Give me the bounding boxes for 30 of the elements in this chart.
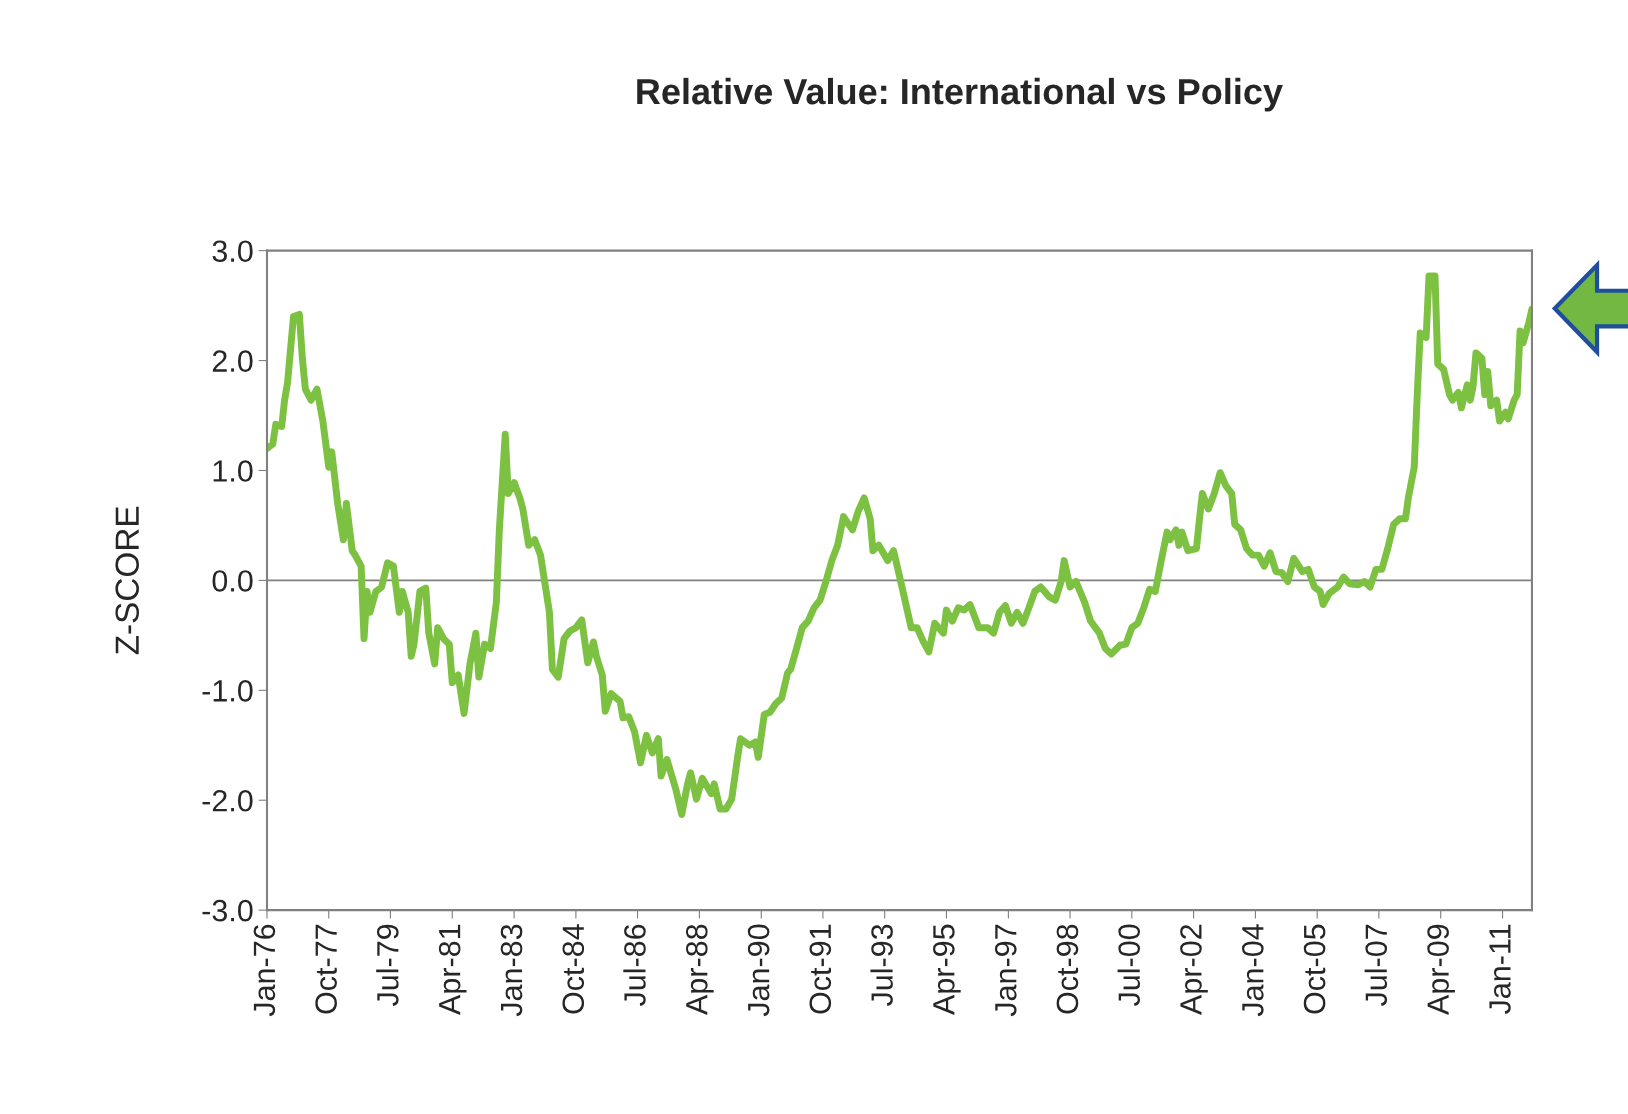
x-tick-label: Oct-77 <box>315 924 337 1014</box>
x-tick-label: Jan-97 <box>994 924 1017 1017</box>
x-tick-label: Jul-00 <box>1117 924 1141 1007</box>
x-tick-label: Jan-90 <box>747 924 770 1017</box>
y-tick-label: 2.0 <box>212 350 253 372</box>
x-tick-label: Oct-05 <box>1303 924 1326 1014</box>
x-tick-label: Jul-79 <box>376 924 399 1007</box>
y-tick-label: 0.0 <box>212 570 253 592</box>
x-tick-label: Apr-02 <box>1180 924 1208 1015</box>
x-tick-label: Jan-76 <box>253 924 276 1017</box>
y-tick-label: 1.0 <box>213 460 253 482</box>
x-tick-label: Apr-81 <box>438 924 467 1015</box>
y-tick-label: -1.0 <box>202 680 253 702</box>
y-tick-label: -2.0 <box>202 789 253 812</box>
x-tick-label: Oct-98 <box>1056 924 1079 1014</box>
x-tick-label: Apr-88 <box>685 924 714 1015</box>
x-tick-label: Oct-91 <box>809 924 832 1014</box>
x-tick-label: Apr-95 <box>933 924 961 1015</box>
chart-title: Relative Value: International vs Policy <box>637 77 1283 112</box>
x-tick-label: Apr-09 <box>1427 924 1455 1015</box>
y-axis-title: Z-SCORE <box>115 506 140 655</box>
x-tick-label: Jan-83 <box>500 924 523 1017</box>
x-tick-label: Jul-93 <box>870 924 893 1007</box>
y-tick-label: 3.0 <box>212 240 253 263</box>
x-tick-label: Jan-11 <box>1489 924 1511 1015</box>
y-tick-label: -3.0 <box>202 899 253 922</box>
x-tick-label: Oct-84 <box>562 924 585 1014</box>
x-tick-label: Jan-04 <box>1242 924 1264 1017</box>
x-tick-label: Jul-86 <box>623 924 646 1007</box>
x-tick-label: Jul-07 <box>1364 924 1388 1007</box>
